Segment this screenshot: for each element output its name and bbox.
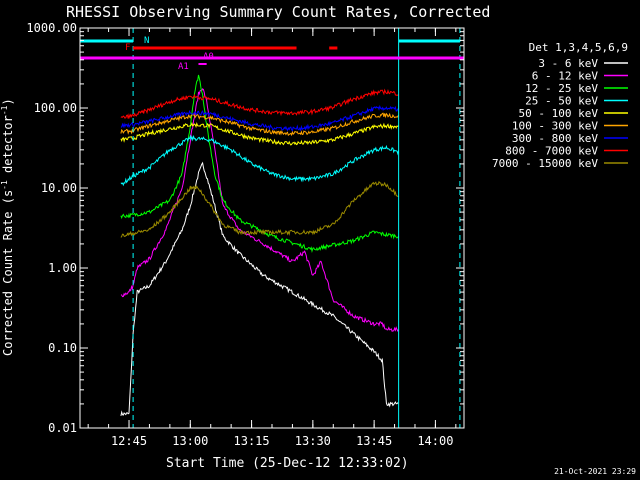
legend-label-25-50-kev: 25 - 50 keV	[525, 95, 598, 108]
flag-bar-n-1	[398, 39, 460, 43]
legend-label-800-7000-kev: 800 - 7000 keV	[505, 145, 598, 158]
x-tick-label: 13:30	[295, 434, 331, 448]
legend-label-12-25-kev: 12 - 25 keV	[525, 82, 598, 95]
flag-label-n: N	[144, 36, 149, 46]
y-axis-label-main: Corrected Count Rate (s	[1, 190, 15, 356]
y-tick-label: 1.00	[48, 261, 77, 275]
legend-label-300-800-kev: 300 - 800 keV	[512, 132, 598, 145]
legend-label-7000-15000-kev: 7000 - 15000 keV	[492, 157, 598, 170]
x-tick-label: 14:00	[417, 434, 453, 448]
series-100-300-kev	[120, 112, 400, 137]
axes-layer: 0.01 0.10 1.00 10.00 100.00 1000.00 12:45 13:00…	[26, 21, 464, 448]
flag-bar-f-1	[329, 46, 338, 50]
y-tick-label: 100.00	[34, 101, 77, 115]
x-tick-label: 12:45	[111, 434, 147, 448]
legend-label-50-100-kev: 50 - 100 keV	[519, 107, 599, 120]
series-layer	[120, 74, 400, 417]
series-50-100-kev	[120, 122, 399, 146]
legend-header: Det 1,3,4,5,6,9	[529, 41, 628, 54]
x-tick-label: 13:45	[356, 434, 392, 448]
flag-bar-saa-0	[80, 56, 464, 60]
legend-label-100-300-kev: 100 - 300 keV	[512, 120, 598, 133]
chart-title: RHESSI Observing Summary Count Rates, Co…	[66, 3, 490, 21]
flag-label-a1: A1	[178, 62, 189, 72]
y-tick-label: 0.01	[48, 421, 77, 435]
flag-bar-a0-0	[198, 63, 207, 65]
y-axis-label-sup2: -1	[0, 105, 9, 115]
x-axis-label: Start Time (25-Dec-12 12:33:02)	[166, 456, 409, 471]
y-axis-label-end: )	[1, 98, 15, 105]
series-6-12-kev	[120, 88, 400, 333]
flag-label-f: F	[125, 43, 130, 53]
y-axis-label-mid: detector	[1, 115, 15, 180]
series-3-6-kev	[120, 161, 399, 417]
y-tick-label: 0.10	[48, 341, 77, 355]
x-tick-label: 13:00	[172, 434, 208, 448]
flag-bar-n-0	[80, 39, 134, 43]
y-axis-label-sup1: -1	[0, 180, 9, 190]
timestamp: 21-Oct-2021 23:29	[554, 467, 636, 476]
y-tick-label: 10.00	[41, 181, 77, 195]
legend-label-3-6-kev: 3 - 6 keV	[538, 57, 598, 70]
series-800-7000-kev	[120, 88, 399, 119]
y-axis-label: Corrected Count Rate (s-1 detector-1)	[0, 98, 15, 356]
series-7000-15000-kev	[120, 180, 399, 238]
y-tick-label: 1000.00	[26, 21, 77, 35]
x-tick-label: 13:15	[234, 434, 270, 448]
flag-label-a0: A0	[203, 52, 214, 62]
legend-label-6-12-kev: 6 - 12 keV	[532, 70, 599, 83]
flag-bar-f-0	[133, 46, 297, 50]
series-300-800-kev	[120, 104, 399, 132]
series-25-50-kev	[120, 134, 400, 187]
